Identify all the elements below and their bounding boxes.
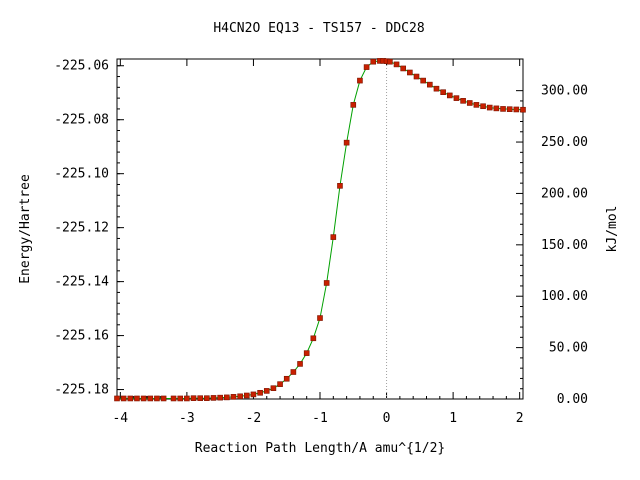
data-point	[120, 395, 127, 402]
data-point	[190, 395, 197, 401]
data-point	[177, 395, 184, 402]
data-point	[413, 73, 420, 80]
data-point	[363, 64, 370, 70]
y2-tick-label: 150.00	[541, 238, 588, 253]
data-point	[393, 61, 400, 68]
y2-tick-label: 100.00	[541, 289, 588, 304]
data-point	[127, 395, 134, 402]
data-point	[250, 391, 257, 398]
y-axis-label: Energy/Hartree	[18, 174, 33, 284]
data-point	[184, 395, 190, 402]
data-point	[277, 381, 283, 387]
y2-tick-label: 0.00	[557, 392, 588, 407]
data-point	[520, 106, 526, 113]
data-point	[243, 392, 250, 399]
x-tick-label: -4	[112, 411, 128, 426]
data-point	[493, 105, 500, 112]
y-tick-label: -225.12	[54, 221, 109, 236]
data-point	[370, 58, 377, 65]
data-point	[297, 361, 303, 367]
data-point	[480, 103, 486, 110]
x-tick-label: -1	[312, 411, 328, 426]
data-point	[460, 98, 466, 104]
data-point	[387, 58, 393, 65]
y2-tick-label: 200.00	[541, 186, 588, 201]
data-point	[357, 77, 363, 84]
series-markers	[114, 58, 526, 402]
data-point	[134, 395, 140, 402]
chart-title: H4CN2O EQ13 - TS157 - DDC28	[213, 21, 424, 36]
y-axis-left: -225.06 -225.08 -225.10 -225.12 -225.14 -225.…	[54, 59, 124, 398]
data-point	[420, 77, 426, 84]
data-point	[204, 395, 210, 401]
data-point	[500, 106, 506, 112]
x-axis-label: Reaction Path Length/A amu^{1/2}	[195, 441, 445, 456]
data-point	[217, 394, 223, 401]
x-axis: -4 -3 -2 -1 0 1 2	[112, 59, 524, 426]
y2-axis-label: kJ/mol	[605, 206, 620, 253]
data-point	[506, 106, 513, 112]
data-point	[473, 102, 480, 108]
data-point	[210, 395, 217, 401]
data-point	[160, 395, 167, 402]
y-tick-label: -225.08	[54, 113, 109, 128]
data-point	[257, 389, 263, 396]
y2-tick-label: 250.00	[541, 135, 588, 150]
y-axis-right: 0.00 50.00 100.00 150.00 200.00 250.00 300.00	[516, 84, 588, 407]
data-point	[440, 89, 446, 95]
data-point	[147, 395, 154, 402]
data-point	[114, 395, 120, 402]
data-point	[197, 395, 203, 401]
data-point	[170, 395, 177, 402]
y-tick-label: -225.10	[54, 167, 109, 182]
data-point	[400, 65, 406, 72]
y-tick-label: -225.14	[54, 275, 109, 290]
data-point	[433, 85, 440, 92]
data-point	[283, 375, 290, 382]
data-point	[407, 69, 413, 76]
data-point	[330, 234, 337, 240]
data-point	[446, 92, 453, 99]
x-tick-label: -2	[246, 411, 262, 426]
y-tick-label: -225.16	[54, 329, 109, 344]
plot-frame	[116, 58, 524, 400]
data-point	[323, 280, 330, 286]
x-tick-label: 2	[516, 411, 524, 426]
y2-tick-label: 300.00	[541, 84, 588, 99]
data-point	[290, 369, 297, 375]
data-point	[310, 335, 317, 342]
data-point	[154, 395, 160, 402]
y-tick-label: -225.18	[54, 383, 109, 398]
data-point	[350, 102, 357, 108]
x-tick-label: 1	[449, 411, 457, 426]
x-tick-label: -3	[179, 411, 195, 426]
data-point	[270, 385, 277, 392]
data-point	[486, 104, 493, 111]
data-point	[230, 394, 237, 400]
data-point	[317, 315, 323, 321]
y2-tick-label: 50.00	[549, 341, 588, 356]
y-tick-label: -225.06	[54, 59, 109, 74]
data-point	[427, 81, 433, 88]
data-point	[453, 95, 460, 101]
data-point	[224, 394, 230, 401]
data-point	[337, 183, 343, 189]
data-point	[466, 100, 473, 106]
data-point	[303, 350, 310, 356]
data-point	[263, 388, 270, 394]
x-tick-label: 0	[383, 411, 391, 426]
data-point	[140, 395, 147, 402]
data-point	[513, 106, 520, 113]
data-point	[343, 139, 350, 146]
data-point	[237, 393, 243, 400]
series-line	[117, 60, 524, 399]
